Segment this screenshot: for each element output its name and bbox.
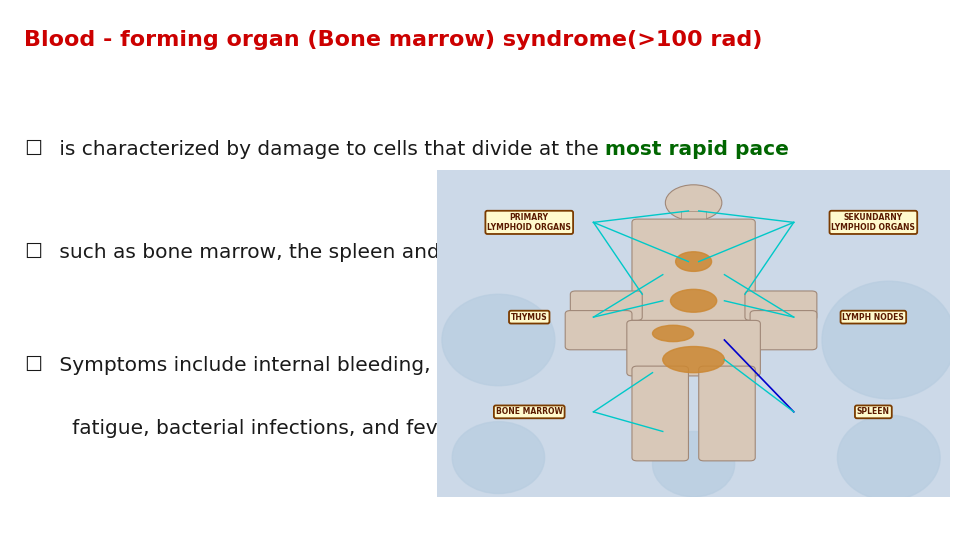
Text: Blood - forming organ (Bone marrow) syndrome(>100 rad): Blood - forming organ (Bone marrow) synd… <box>24 30 762 50</box>
Text: such as bone marrow, the spleen and lymphatic tissue.: such as bone marrow, the spleen and lymp… <box>53 243 618 262</box>
Text: SEKUNDARNY
LYMPHOID ORGANS: SEKUNDARNY LYMPHOID ORGANS <box>831 213 915 232</box>
FancyBboxPatch shape <box>632 366 688 461</box>
FancyBboxPatch shape <box>570 291 642 320</box>
FancyBboxPatch shape <box>627 320 760 376</box>
Text: ☐: ☐ <box>24 140 42 159</box>
Text: ☐: ☐ <box>24 243 42 262</box>
Ellipse shape <box>670 289 717 312</box>
FancyBboxPatch shape <box>437 170 950 497</box>
Ellipse shape <box>676 252 711 272</box>
Ellipse shape <box>662 347 725 373</box>
Ellipse shape <box>653 431 734 497</box>
Text: BONE MARROW: BONE MARROW <box>495 407 563 416</box>
Text: THYMUS: THYMUS <box>511 313 547 322</box>
Text: ☐: ☐ <box>24 356 42 375</box>
Ellipse shape <box>837 415 940 500</box>
Text: LYMPH NODES: LYMPH NODES <box>843 313 904 322</box>
FancyBboxPatch shape <box>699 366 756 461</box>
FancyBboxPatch shape <box>681 211 707 224</box>
Ellipse shape <box>822 281 955 399</box>
Ellipse shape <box>442 294 555 386</box>
Circle shape <box>665 185 722 221</box>
Text: PRIMARY
LYMPHOID ORGANS: PRIMARY LYMPHOID ORGANS <box>488 213 571 232</box>
Ellipse shape <box>653 325 693 342</box>
Text: is characterized by damage to cells that divide at the: is characterized by damage to cells that… <box>53 140 605 159</box>
FancyBboxPatch shape <box>632 219 756 330</box>
Ellipse shape <box>452 422 544 494</box>
FancyBboxPatch shape <box>750 310 817 350</box>
Text: SPLEEN: SPLEEN <box>857 407 890 416</box>
Text: Symptoms include internal bleeding,: Symptoms include internal bleeding, <box>53 356 430 375</box>
FancyBboxPatch shape <box>565 310 632 350</box>
Text: most rapid pace: most rapid pace <box>605 140 789 159</box>
FancyBboxPatch shape <box>745 291 817 320</box>
Text: fatigue, bacterial infections, and fever.: fatigue, bacterial infections, and fever… <box>53 418 463 437</box>
